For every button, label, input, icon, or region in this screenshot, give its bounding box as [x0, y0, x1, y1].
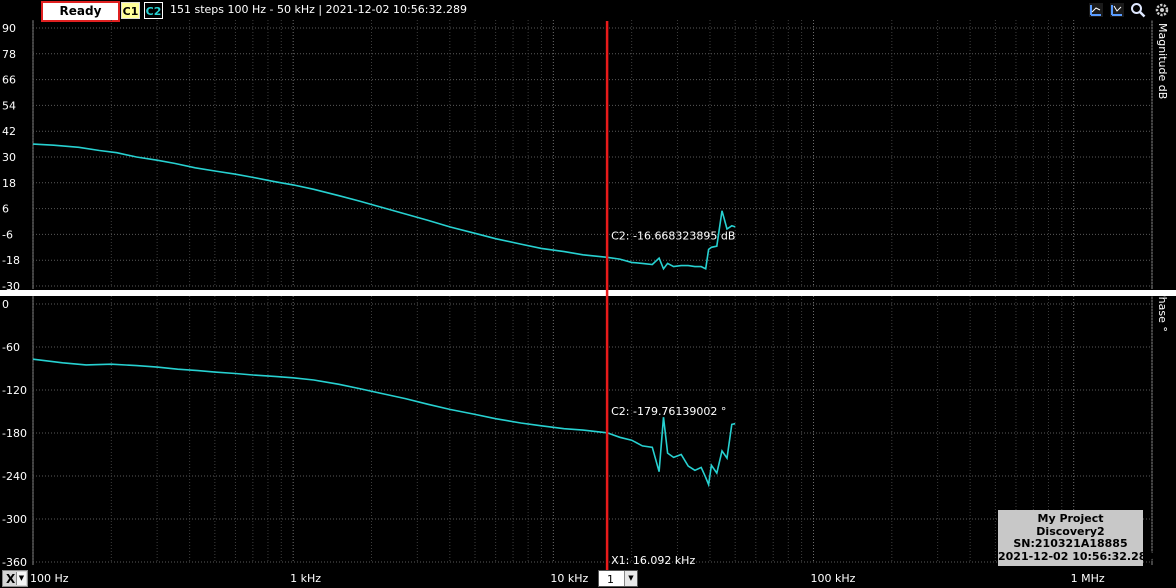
x-tick-label: 10 kHz: [550, 572, 588, 585]
x-tick-label: 100 kHz: [811, 572, 856, 585]
zoom-icon[interactable]: [1130, 2, 1146, 18]
channel-c2-toggle[interactable]: C2: [144, 2, 163, 19]
pane-separator: [0, 290, 1176, 296]
y-tick-label: 54: [2, 99, 16, 112]
status-indicator[interactable]: Ready: [41, 1, 120, 22]
x-tick-label: 1 kHz: [290, 572, 321, 585]
acquisition-info: 151 steps 100 Hz - 50 kHz | 2021-12-02 1…: [170, 3, 467, 16]
y-tick-label: -6: [2, 228, 13, 241]
watermark-serial: SN:210321A18885: [1013, 537, 1128, 550]
zoom-select[interactable]: 1 ▼: [598, 570, 638, 587]
x-axis-selector[interactable]: X ▼: [2, 570, 28, 587]
toolbar: Ready C1 C2 151 steps 100 Hz - 50 kHz | …: [0, 0, 1176, 22]
y-tick-label: 42: [2, 125, 16, 138]
y-tick-label: -360: [2, 556, 27, 569]
x-tick-label: 100 Hz: [30, 572, 69, 585]
y-axis-title: Phase °: [1156, 290, 1169, 332]
y-tick-label: 0: [2, 298, 9, 311]
y-tick-label: -18: [2, 254, 20, 267]
x-tick-label: 1 MHz: [1071, 572, 1105, 585]
y-tick-label: -180: [2, 427, 27, 440]
watermark-timestamp: 2021-12-02 10:56:32.289: [998, 549, 1155, 563]
settings-icon[interactable]: [1154, 2, 1170, 18]
axis-y-icon[interactable]: [1109, 2, 1125, 18]
chevron-down-icon: ▼: [16, 572, 26, 585]
y-tick-label: 6: [2, 203, 9, 216]
chevron-down-icon: ▼: [624, 571, 637, 586]
y-tick-label: -60: [2, 341, 20, 354]
trace-c2-magnitude: [32, 143, 736, 271]
watermark-device: Discovery2: [1036, 524, 1105, 538]
y-tick-label: 78: [2, 48, 16, 61]
cursor-value-label: C2: -179.76139002 °: [611, 405, 726, 418]
watermark-project: My Project: [1037, 512, 1104, 525]
y-tick-label: -240: [2, 470, 27, 483]
cursor-readout: X1: 16.092 kHz: [611, 554, 695, 567]
y-tick-label: 66: [2, 74, 16, 87]
y-tick-label: 90: [2, 22, 16, 35]
y-tick-label: -120: [2, 384, 27, 397]
channel-c1-toggle[interactable]: C1: [121, 2, 140, 19]
y-tick-label: 30: [2, 151, 16, 164]
y-axis-title: Magnitude dB: [1156, 23, 1169, 99]
y-tick-label: -30: [2, 280, 20, 293]
y-tick-label: -300: [2, 513, 27, 526]
axis-x-icon[interactable]: [1088, 2, 1104, 18]
y-tick-label: 18: [2, 177, 16, 190]
device-watermark: My Project Discovery2 SN:210321A18885 20…: [998, 510, 1155, 566]
trace-c2-phase: [32, 358, 736, 488]
cursor-value-label: C2: -16.668323895 dB: [611, 229, 735, 242]
